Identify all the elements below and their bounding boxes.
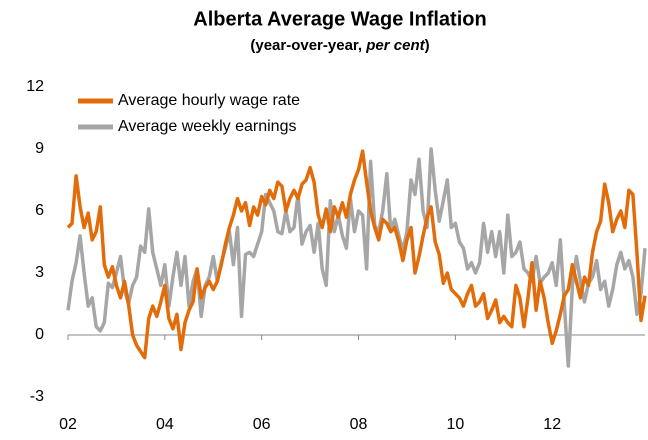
y-tick-label: 12 — [26, 78, 44, 95]
series-line — [66, 147, 647, 368]
y-tick-label: 9 — [35, 140, 44, 157]
subtitle-part: per cent — [365, 37, 425, 54]
y-tick-label: 3 — [35, 264, 44, 281]
y-tick-label: -3 — [30, 388, 44, 405]
x-tick-label: 06 — [253, 416, 271, 433]
x-tick-label: 12 — [543, 416, 561, 433]
x-tick-label: 08 — [350, 416, 368, 433]
y-tick-label: 6 — [35, 202, 44, 219]
subtitle-part: (year-over-year, — [250, 37, 366, 54]
x-tick-label: 02 — [59, 416, 77, 433]
chart-subtitle: (year-over-year, per cent) — [250, 37, 429, 54]
chart-title: Alberta Average Wage Inflation — [193, 8, 486, 30]
series-line — [66, 149, 647, 360]
subtitle-part: ) — [425, 37, 430, 54]
x-tick-label: 04 — [156, 416, 174, 433]
legend-label: Average hourly wage rate — [118, 92, 300, 109]
y-tick-label: 0 — [35, 326, 44, 343]
legend-label: Average weekly earnings — [118, 118, 296, 135]
x-tick-label: 10 — [446, 416, 464, 433]
